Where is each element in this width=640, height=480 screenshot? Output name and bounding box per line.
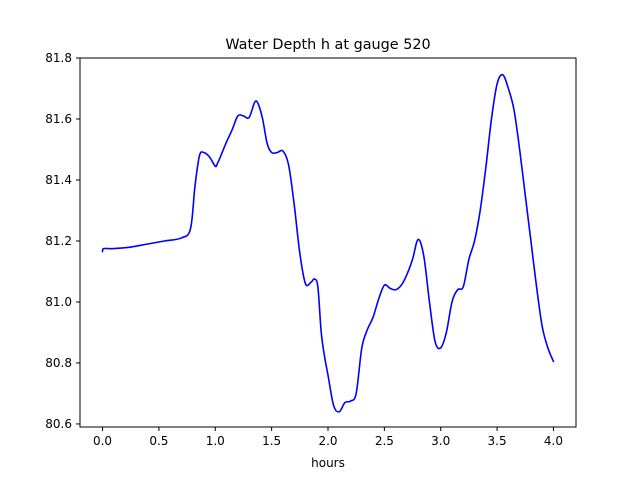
- y-tick-label: 81.2: [45, 234, 72, 248]
- series-line: [101, 73, 555, 413]
- plot-area: [80, 58, 576, 427]
- chart-title: Water Depth h at gauge 520: [225, 37, 430, 53]
- x-axis-label: hours: [311, 456, 345, 470]
- x-tick-label: 0.0: [93, 434, 112, 448]
- x-tick-label: 1.5: [262, 434, 281, 448]
- x-tick-label: 2.5: [375, 434, 394, 448]
- y-tick-label: 81.4: [45, 173, 72, 187]
- x-tick-label: 1.0: [206, 434, 225, 448]
- y-tick-label: 81.8: [45, 51, 72, 65]
- y-tick-label: 80.6: [45, 417, 72, 431]
- x-tick-label: 0.5: [149, 434, 168, 448]
- x-tick-label: 2.0: [318, 434, 337, 448]
- y-axis: 80.6 80.8 81.0 81.2 81.4 81.6 81.8: [45, 51, 80, 431]
- x-axis: 0.0 0.5 1.0 1.5 2.0 2.5 3.0 3.5 4.0: [93, 427, 563, 448]
- x-tick-label: 3.0: [431, 434, 450, 448]
- x-tick-label: 4.0: [544, 434, 563, 448]
- series-layer: [101, 73, 555, 413]
- y-tick-label: 81.0: [45, 295, 72, 309]
- x-tick-label: 3.5: [488, 434, 507, 448]
- y-tick-label: 81.6: [45, 112, 72, 126]
- y-tick-label: 80.8: [45, 356, 72, 370]
